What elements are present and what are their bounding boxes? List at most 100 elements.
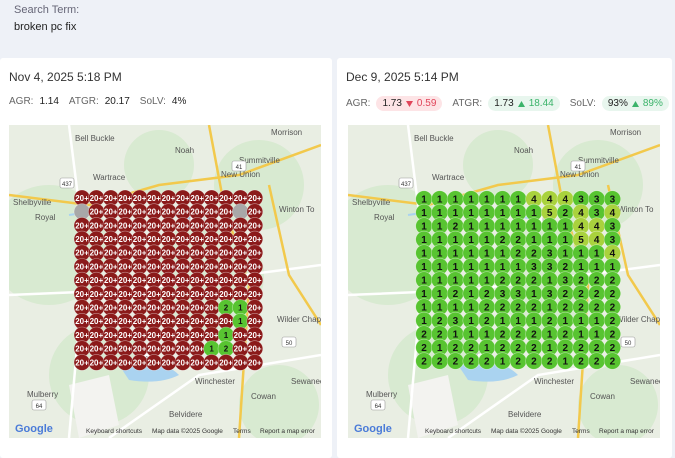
rank-value: 1 [437,276,443,287]
rank-value: 1 [547,235,553,246]
rank-value: 20+ [147,194,161,203]
rank-value: 2 [515,276,521,287]
rank-value: 1 [594,262,600,273]
map-footer: Terms [233,428,251,435]
rank-value: 2 [500,303,506,314]
rank-value: 20+ [90,290,104,299]
rank-value: 20+ [104,249,118,258]
rank-value: 2 [547,316,553,327]
rank-value: 2 [421,343,427,354]
rank-value: 1 [437,289,443,300]
rank-value: 2 [453,357,459,368]
rank-value: 1 [453,208,459,219]
rank-value: 20+ [133,358,147,367]
map-label: Cowan [251,392,276,401]
rank-value: 20+ [176,249,190,258]
rank-value: 1 [453,249,459,260]
map-label: Bell Buckle [414,134,454,143]
rank-value: 20+ [162,194,176,203]
rank-value: 1 [484,330,490,341]
rank-value: 1 [437,343,443,354]
map-label: Shelbyville [13,198,52,207]
rank-value: 1 [578,249,584,260]
rank-value: 1 [484,222,490,233]
metrics: AGR: 1.14 ATGR: 20.17 SoLV: 4% [9,96,186,107]
rank-value: 3 [547,249,553,260]
rank-value: 20+ [147,358,161,367]
date: Nov 4, 2025 5:18 PM [9,70,122,84]
rank-value: 20+ [234,276,248,285]
rank-value: 1 [515,208,521,219]
rank-value: 2 [578,343,584,354]
rank-value: 1 [500,222,506,233]
rank-value: 20+ [234,345,248,354]
metric: SoLV: 93% 89% [570,96,669,111]
map-label: Sewanee [630,377,660,386]
rank-value: 20+ [162,235,176,244]
map-footer: Keyboard shortcuts [86,428,143,435]
rank-value: 20+ [248,235,262,244]
rank-value: 2 [453,343,459,354]
map-label: Mulberry [366,390,397,399]
rank-value: 2 [437,330,443,341]
panel: Dec 9, 2025 5:14 PM AGR: 1.73 0.59 ATGR: 1.73… [337,58,672,458]
rank-value: 1 [594,249,600,260]
rank-value: 2 [531,249,537,260]
rank-value: 2 [468,357,474,368]
rank-value: 20+ [104,290,118,299]
rank-value: 20+ [219,290,233,299]
map-label: Wilder Chapel [616,315,660,324]
rank-value: 20+ [118,208,132,217]
rank-value: 2 [500,330,506,341]
rank-value: 1 [484,249,490,260]
metric: AGR: 1.14 [9,96,59,107]
rank-value: 20+ [118,331,132,340]
rank-value: 1 [531,222,537,233]
rank-value: 20+ [133,262,147,271]
rank-value: 1 [437,249,443,260]
rank-value: 20+ [147,290,161,299]
rank-value: 1 [594,316,600,327]
rank-value: 20+ [190,235,204,244]
rank-value: 20+ [219,262,233,271]
rank-value: 3 [610,195,616,206]
metric-pill: 1.73 18.44 [488,96,560,111]
rank-value: 1 [421,195,427,206]
rank-value: 20+ [75,331,89,340]
metrics: AGR: 1.73 0.59 ATGR: 1.73 18.44 SoLV: 93% 89% [346,96,669,111]
map-label: Summitville [239,156,280,165]
rank-value: 20+ [205,249,219,258]
rank-value: 20+ [219,235,233,244]
rank-value: 20+ [133,235,147,244]
rank-value: 20+ [234,331,248,340]
rank-value: 20+ [133,303,147,312]
rank-value: 1 [500,357,506,368]
rank-value: 2 [453,289,459,300]
rank-value: 1 [563,357,569,368]
rank-value: 2 [500,235,506,246]
rank-value: 3 [547,262,553,273]
map-footer: Map data ©2025 Google [491,427,562,435]
rank-value: 20+ [90,331,104,340]
trend-arrow [517,100,525,107]
map-label: Winchester [534,377,574,386]
rank-value: 20+ [234,262,248,271]
rank-value: 2 [224,345,229,354]
rank-value: 20+ [147,208,161,217]
rank-value: 1 [531,289,537,300]
rank-value: 20+ [176,290,190,299]
rank-value: 20+ [190,358,204,367]
rank-value: 1 [468,316,474,327]
rank-value: 20+ [205,303,219,312]
metric-label: SoLV: [569,98,596,109]
arrow-shape [405,100,413,107]
panel: Nov 4, 2025 5:18 PM AGR: 1.14 ATGR: 20.17 SoL… [0,58,332,458]
rank-value: 2 [531,303,537,314]
rank-value: 20+ [90,358,104,367]
rank-value: 20+ [147,331,161,340]
rank-value: 1 [515,262,521,273]
rank-value: 2 [468,343,474,354]
rank-value: 1 [238,303,243,312]
rank-value: 20+ [104,358,118,367]
rank-value: 1 [500,249,506,260]
